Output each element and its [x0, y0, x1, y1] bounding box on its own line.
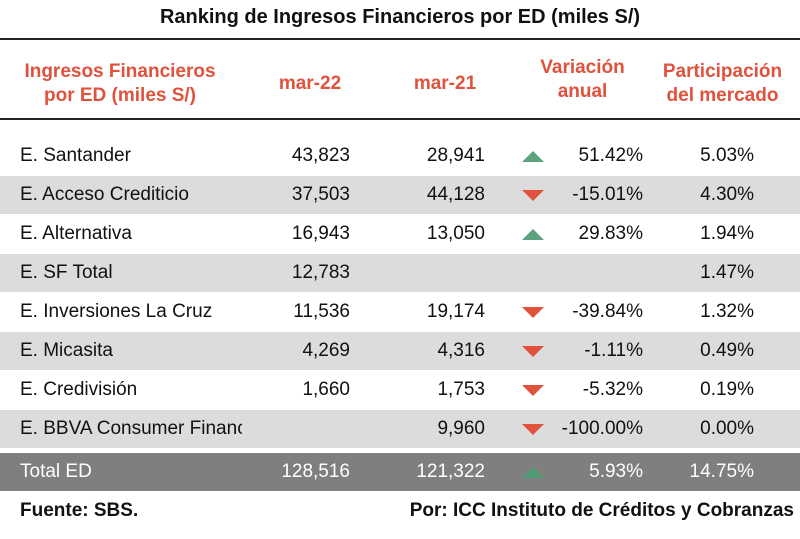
total-row: Total ED 128,516 121,322 5.93% 14.75% — [0, 453, 800, 491]
row-mar21: 1,753 — [437, 379, 485, 400]
row-mar21: 9,960 — [437, 418, 485, 439]
total-name: Total ED — [20, 461, 92, 482]
row-share: 0.00% — [700, 418, 754, 439]
table-row: E. Micasita 4,269 4,316 -1.11% 0.49% — [0, 332, 800, 370]
row-name: E. Credivisión — [20, 379, 138, 400]
row-share: 0.49% — [700, 340, 754, 361]
row-share: 5.03% — [700, 145, 754, 166]
row-mar22: 11,536 — [293, 301, 350, 322]
trend-up-icon — [520, 137, 544, 175]
row-mar21 — [385, 254, 485, 292]
title-rule — [0, 38, 800, 40]
trend-down-icon — [520, 293, 544, 331]
row-variation: -39.84% — [572, 301, 643, 322]
table-row: E. Santander 43,823 28,941 51.42% 5.03% — [0, 137, 800, 175]
row-share: 1.47% — [700, 262, 754, 283]
row-variation: -15.01% — [572, 184, 643, 205]
row-mar22: 4,269 — [302, 340, 350, 361]
header-share-line2: del mercado — [666, 85, 779, 106]
header-rule — [0, 118, 800, 120]
row-mar22: 37,503 — [291, 184, 350, 205]
row-name: E. Acceso Crediticio — [20, 184, 189, 205]
footer-source: Fuente: SBS. — [20, 500, 139, 521]
trend-down-icon — [520, 332, 544, 370]
total-trend-up-icon — [520, 453, 544, 491]
row-variation: 51.42% — [578, 145, 643, 166]
row-mar21: 19,174 — [426, 301, 485, 322]
row-mar22: 1,660 — [302, 379, 350, 400]
header-mar21: mar-21 — [413, 73, 477, 94]
table-row: E. Credivisión 1,660 1,753 -5.32% 0.19% — [0, 371, 800, 409]
row-mar21: 44,128 — [426, 184, 485, 205]
header-share-line1: Participación — [662, 61, 783, 82]
table-row: E. Inversiones La Cruz 11,536 19,174 -39.84… — [0, 293, 800, 331]
row-variation — [540, 254, 643, 292]
row-mar22: 43,823 — [291, 145, 350, 166]
trend-down-icon — [520, 176, 544, 214]
row-mar22 — [250, 410, 350, 448]
header-name: Ingresos Financieros por ED (miles S/) — [0, 60, 240, 108]
total-mar21: 121,322 — [416, 461, 485, 482]
header-variation-line1: Variación — [540, 57, 625, 78]
header-name-line2: por ED (miles S/) — [43, 85, 197, 106]
row-mar22: 12,783 — [291, 262, 350, 283]
row-name: E. Alternativa — [20, 223, 132, 244]
row-name: E. BBVA Consumer Finance — [20, 418, 242, 439]
header-mar22: mar-22 — [278, 73, 342, 94]
table-row: E. BBVA Consumer Finance 9,960 -100.00% 0.0… — [0, 410, 800, 448]
trend-down-icon — [520, 410, 544, 448]
row-share: 0.19% — [700, 379, 754, 400]
total-variation: 5.93% — [589, 461, 643, 482]
row-share: 4.30% — [700, 184, 754, 205]
row-variation: -5.32% — [582, 379, 643, 400]
row-mar22: 16,943 — [291, 223, 350, 244]
row-mar21: 4,316 — [437, 340, 485, 361]
row-name: E. Santander — [20, 145, 131, 166]
header-share: Participación del mercado — [650, 60, 795, 108]
total-share: 14.75% — [689, 461, 754, 482]
table-row: E. Acceso Crediticio 37,503 44,128 -15.01% 4… — [0, 176, 800, 214]
total-mar22: 128,516 — [281, 461, 350, 482]
row-name: E. Micasita — [20, 340, 113, 361]
header-variation-line2: anual — [557, 81, 608, 102]
row-mar21: 13,050 — [426, 223, 485, 244]
table-row: E. Alternativa 16,943 13,050 29.83% 1.94% — [0, 215, 800, 253]
row-name: E. Inversiones La Cruz — [20, 301, 213, 322]
row-name: E. SF Total — [20, 262, 113, 283]
table-title: Ranking de Ingresos Financieros por ED (… — [159, 6, 641, 28]
trend-down-icon — [520, 371, 544, 409]
row-share: 1.94% — [700, 223, 754, 244]
header-name-line1: Ingresos Financieros — [24, 61, 216, 82]
trend-up-icon — [520, 215, 544, 253]
header-variation: Variación anual — [520, 56, 645, 104]
table-row: E. SF Total 12,783 1.47% — [0, 254, 800, 292]
row-share: 1.32% — [700, 301, 754, 322]
row-variation: -1.11% — [584, 340, 643, 361]
footer-credit: Por: ICC Instituto de Créditos y Cobranz… — [409, 500, 794, 521]
row-mar21: 28,941 — [426, 145, 485, 166]
row-variation: 29.83% — [578, 223, 643, 244]
row-variation: -100.00% — [561, 418, 643, 439]
